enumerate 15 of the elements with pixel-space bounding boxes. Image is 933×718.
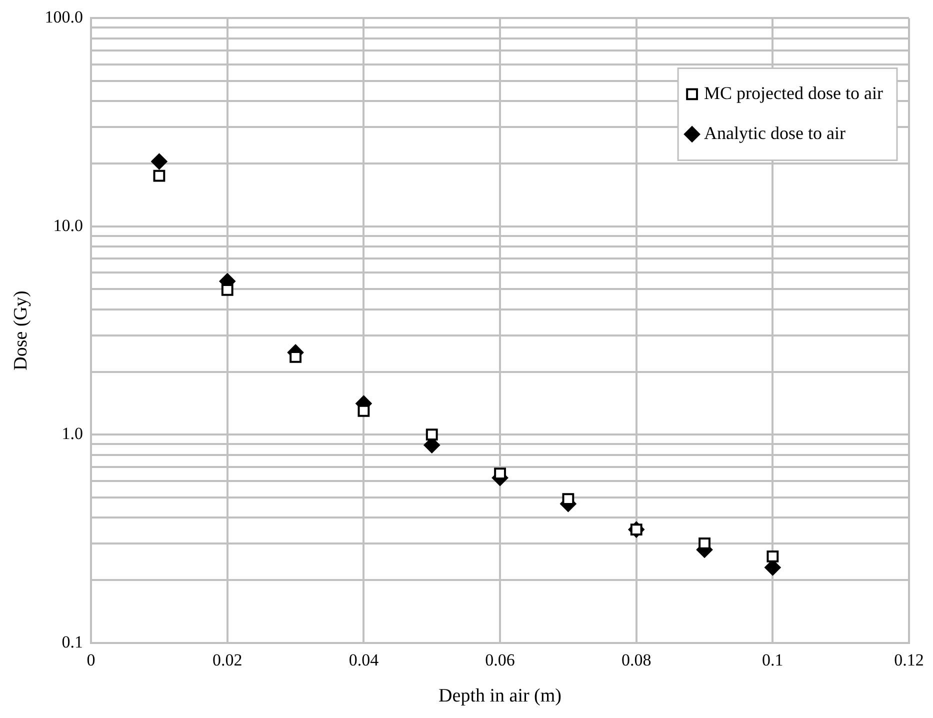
y-tick-label: 1.0 [62, 424, 84, 444]
x-tick-label: 0.1 [762, 650, 784, 670]
x-tick-label: 0.12 [894, 650, 924, 670]
x-tick-label: 0.02 [212, 650, 242, 670]
y-tick-label: 10.0 [53, 216, 84, 235]
x-axis-title: Depth in air (m) [438, 686, 562, 707]
x-tick-label: 0 [86, 650, 96, 670]
x-tick-label: 0.06 [485, 650, 515, 670]
y-tick-label: 100.0 [44, 8, 84, 27]
legend-label: MC projected dose to air [704, 82, 884, 103]
x-tick-label: 0.08 [621, 650, 652, 670]
y-axis-title: Dose (Gy) [10, 290, 32, 370]
x-tick-label: 0.04 [348, 650, 380, 670]
legend-label: Analytic dose to air [704, 122, 846, 143]
y-tick-label: 0.1 [62, 632, 84, 652]
